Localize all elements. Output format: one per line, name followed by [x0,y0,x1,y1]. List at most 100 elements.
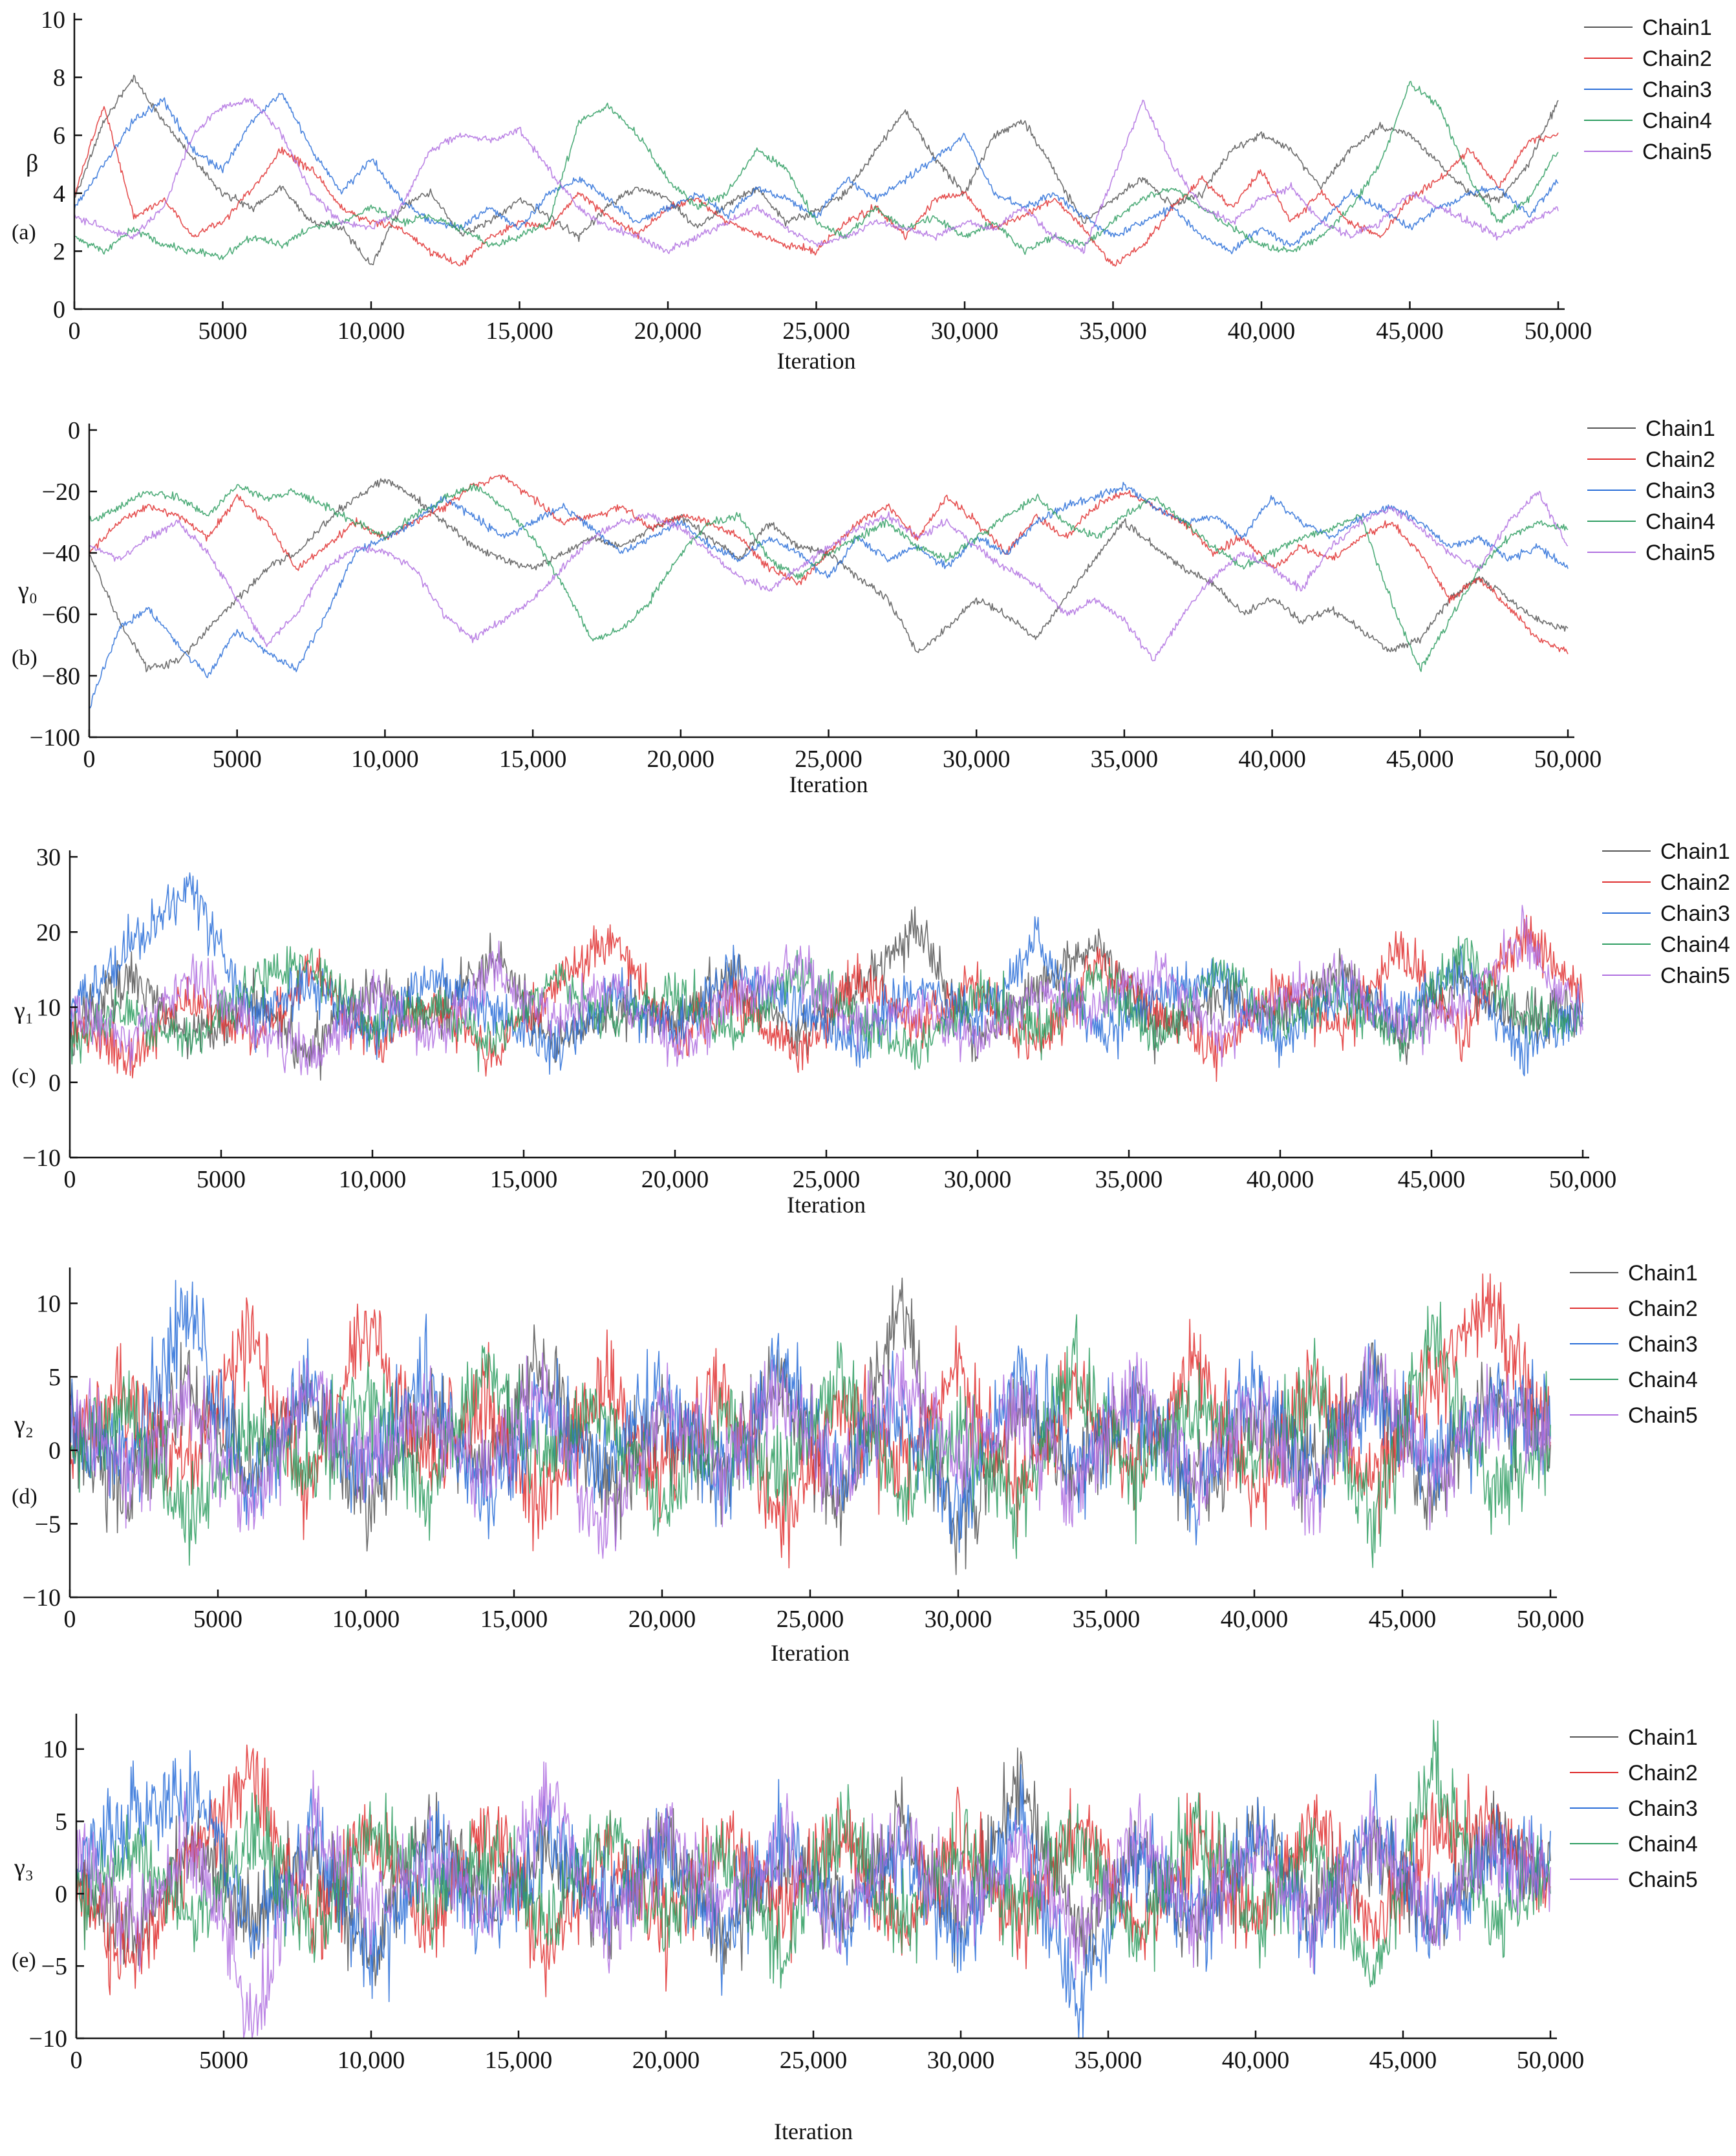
legend: Chain1 Chain2 Chain3 Chain4 Chain5 [1584,16,1712,164]
y-tick-label: −10 [23,1584,61,1612]
legend-label: Chain3 [1645,479,1715,503]
legend-label: Chain3 [1642,78,1712,102]
x-tick-label: 20,000 [628,1606,696,1633]
legend-label: Chain5 [1628,1403,1698,1428]
y-tick-label: 10 [36,995,61,1022]
y-tick-label: −5 [35,1511,61,1538]
panel-d: −10 −5 0 5 10 0 5000 10,000 15,000 20,000 25,000 30… [12,1261,1698,1666]
series-line-chain5 [76,1761,1551,2039]
x-tick-label: 50,000 [1517,1606,1585,1633]
x-tick-label: 0 [64,1166,76,1193]
x-tick-label: 15,000 [486,318,553,345]
y-tick-label: −40 [42,540,80,567]
x-tick-label: 0 [83,746,96,773]
x-tick-label: 5000 [193,1606,242,1633]
y-tick-label: −60 [42,601,80,629]
x-tick-label: 45,000 [1369,1606,1437,1633]
series-line-chain1 [74,74,1559,266]
x-tick-label: 30,000 [943,746,1011,773]
x-tick-label: 10,000 [338,2047,405,2074]
panel-label: (b) [12,646,38,670]
legend: Chain1 Chain2 Chain3 Chain4 Chain5 [1570,1261,1698,1428]
x-tick-label: 45,000 [1369,2047,1437,2074]
series-line-chain3 [74,92,1559,255]
panel-label: (c) [12,1064,36,1088]
panel-e: −10 −5 0 5 10 0 5000 10,000 15,000 20,000 25,000 30… [12,1714,1698,2144]
legend-label: Chain5 [1628,1868,1698,1892]
series-line-chain5 [89,490,1569,662]
y-tick-label: 0 [48,1070,61,1097]
y-tick-label: 8 [53,65,65,92]
y-axis-title: β [26,150,38,177]
legend-label: Chain2 [1660,870,1730,895]
series-line-chain3 [89,482,1569,709]
x-tick-label: 5000 [213,746,262,773]
legend-label: Chain5 [1642,140,1712,164]
x-tick-label: 50,000 [1534,746,1602,773]
legend-label: Chain5 [1645,541,1715,565]
x-tick-label: 30,000 [927,2047,995,2074]
y-tick-label: 4 [53,180,65,208]
x-tick-label: 35,000 [1091,746,1159,773]
x-tick-label: 10,000 [351,746,419,773]
x-tick-label: 5000 [198,318,248,345]
y-tick-label: −5 [41,1953,67,1980]
legend-label: Chain1 [1660,839,1730,864]
legend-label: Chain4 [1645,510,1715,534]
x-tick-label: 40,000 [1247,1166,1314,1193]
x-tick-label: 25,000 [777,1606,844,1633]
series-line-chain4 [76,1719,1551,1989]
panel-label: (a) [12,221,36,244]
x-axis-title: Iteration [789,771,868,797]
y-tick-label: 6 [53,122,65,149]
series-line-chain1 [69,906,1583,1081]
series-line-chain4 [89,483,1569,673]
x-tick-label: 45,000 [1386,746,1454,773]
panel-b: −100 −80 −60 −40 −20 0 0 5000 10,000 15,000 20,000… [12,416,1715,797]
series-line-chain5 [69,1346,1551,1559]
legend: Chain1 Chain2 Chain3 Chain4 Chain5 [1602,839,1730,988]
x-axis-title: Iteration [774,2118,853,2144]
x-tick-label: 35,000 [1095,1166,1163,1193]
y-tick-label: −10 [29,2025,67,2053]
x-tick-label: 0 [64,1606,76,1633]
x-tick-label: 10,000 [338,318,405,345]
x-tick-label: 35,000 [1075,2047,1142,2074]
x-tick-label: 0 [70,2047,83,2074]
y-tick-label: 10 [36,1290,61,1317]
legend-label: Chain2 [1642,47,1712,71]
y-axis-title: γ₀ [17,577,38,604]
series-line-chain5 [74,98,1559,254]
x-tick-label: 15,000 [480,1606,548,1633]
y-tick-label: 2 [53,238,65,265]
y-tick-label: −80 [42,663,80,690]
legend-label: Chain3 [1628,1332,1698,1357]
x-tick-label: 50,000 [1549,1166,1617,1193]
y-axis-title: γ₃ [14,1854,34,1881]
y-tick-label: 10 [43,1736,67,1763]
legend-label: Chain1 [1628,1725,1698,1750]
series-line-chain2 [89,474,1569,654]
y-tick-label: 5 [48,1364,61,1391]
x-tick-label: 25,000 [780,2047,848,2074]
x-tick-label: 40,000 [1228,318,1296,345]
legend-label: Chain5 [1660,964,1730,988]
legend-label: Chain4 [1642,109,1712,133]
y-tick-label: 30 [36,844,61,871]
legend-label: Chain1 [1645,416,1715,441]
x-tick-label: 25,000 [795,746,863,773]
panel-label: (d) [12,1485,38,1509]
legend: Chain1 Chain2 Chain3 Chain4 Chain5 [1570,1725,1698,1892]
y-tick-label: 10 [41,6,65,34]
x-tick-label: 40,000 [1222,2047,1290,2074]
x-axis-title: Iteration [771,1640,850,1666]
x-tick-label: 45,000 [1398,1166,1466,1193]
legend-label: Chain2 [1628,1297,1698,1321]
y-tick-label: 0 [53,296,65,323]
x-tick-label: 50,000 [1525,318,1592,345]
legend-label: Chain2 [1628,1761,1698,1785]
series-line-chain4 [69,1301,1551,1568]
x-tick-label: 25,000 [793,1166,861,1193]
x-tick-label: 30,000 [925,1606,992,1633]
